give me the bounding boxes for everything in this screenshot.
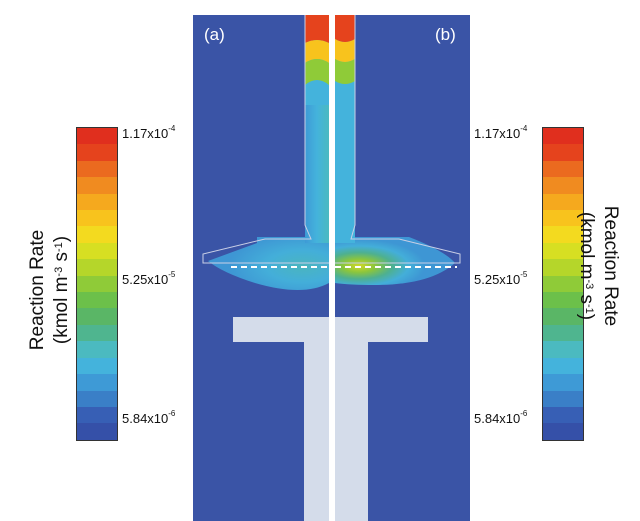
colorbar-band (77, 374, 117, 391)
colorbar-band (77, 144, 117, 161)
colorbar-band (77, 128, 117, 145)
colorbar-band (543, 259, 583, 276)
colorbar-band (543, 357, 583, 375)
right-tick-mid: 5.25x10-5 (474, 270, 528, 287)
colorbar-band (77, 160, 117, 178)
colorbar-band (77, 406, 117, 424)
colorbar-band (543, 406, 583, 424)
right-title-line2: (kmol m-3 s-1) (576, 211, 597, 321)
panel-a-label: (a) (204, 25, 225, 44)
right-colorbar-title: Reaction Rate (kmol m-3 s-1) (574, 196, 622, 336)
colorbar-band (77, 357, 117, 375)
colorbar-band (543, 226, 583, 243)
colorbar-band (543, 193, 583, 211)
colorbar-band (543, 128, 583, 145)
colorbar-band (543, 160, 583, 178)
colorbar-band (77, 390, 117, 407)
colorbar-band (77, 275, 117, 293)
center-divider (329, 15, 335, 521)
right-title-line1: Reaction Rate (600, 205, 621, 327)
colorbar-band (543, 341, 583, 358)
colorbar-band (543, 144, 583, 161)
colorbar-band (543, 374, 583, 391)
left-tick-max: 1.17x10-4 (122, 124, 176, 141)
colorbar-band (77, 324, 117, 342)
left-title-line1: Reaction Rate (27, 229, 48, 351)
colorbar-band (77, 341, 117, 358)
left-colorbar (76, 127, 118, 441)
colorbar-band (543, 177, 583, 194)
colorbar-band (543, 292, 583, 309)
left-tick-mid: 5.25x10-5 (122, 270, 176, 287)
colorbar-band (77, 308, 117, 325)
colorbar-band (77, 259, 117, 276)
colorbar-band (77, 193, 117, 211)
left-colorbar-title: Reaction Rate (kmol m-3 s-1) (26, 220, 74, 360)
panel-b: (b) (335, 15, 470, 521)
colorbar-band (543, 423, 583, 440)
panel-b-label: (b) (435, 25, 456, 44)
colorbar-band (543, 210, 583, 227)
colorbar-band (77, 292, 117, 309)
colorbar-band (543, 324, 583, 342)
colorbar-band (543, 275, 583, 293)
colorbar-band (543, 308, 583, 325)
right-tick-min: 5.84x10-6 (474, 409, 528, 426)
left-tick-min: 5.84x10-6 (122, 409, 176, 426)
colorbar-band (77, 226, 117, 243)
colorbar-band (77, 177, 117, 194)
colorbar-band (77, 242, 117, 260)
colorbar-band (543, 242, 583, 260)
colorbar-band (77, 210, 117, 227)
panel-a: (a) (193, 15, 329, 521)
colorbar-band (543, 390, 583, 407)
colorbar-band (77, 423, 117, 440)
right-colorbar (542, 127, 584, 441)
right-tick-max: 1.17x10-4 (474, 124, 528, 141)
left-title-line2: (kmol m-3 s-1) (51, 235, 72, 345)
